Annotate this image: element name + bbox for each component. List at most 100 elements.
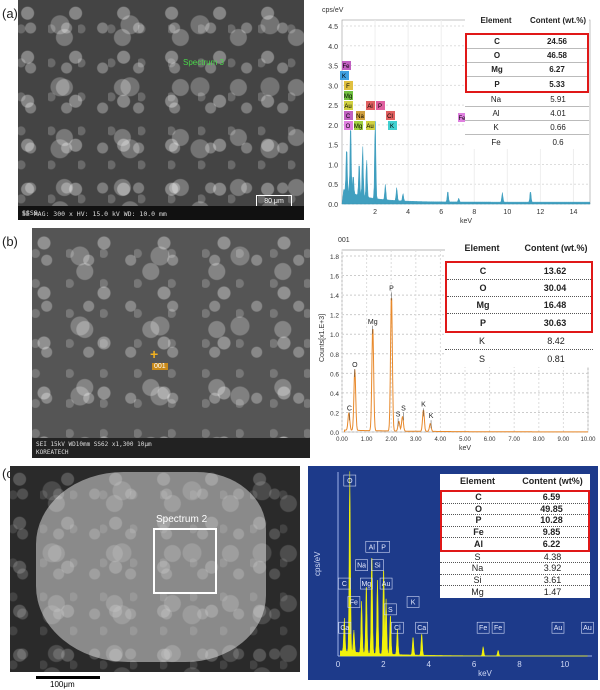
- table-header-b: Element Content (wt.%): [445, 240, 593, 261]
- peak-label: Na: [357, 563, 366, 570]
- table-row: K 8.42: [445, 333, 593, 350]
- y-tick-label: 0.2: [330, 410, 339, 417]
- element-cell: Mg: [491, 65, 503, 74]
- peak-label-box: [371, 559, 384, 571]
- table-row: Na 3.92: [440, 563, 590, 575]
- value-cell: 10.28: [540, 515, 563, 526]
- peak-label: C: [342, 581, 347, 588]
- value-cell: 1.47: [543, 586, 562, 597]
- y-axis-unit: cps/eV: [313, 551, 322, 576]
- x-tick-label: 10: [503, 209, 511, 216]
- y-tick-label: 4.5: [328, 24, 338, 31]
- peak-label: O: [347, 478, 353, 485]
- element-cell: P: [494, 79, 500, 89]
- peak-label: P: [389, 285, 394, 292]
- x-tick-label: 8: [472, 209, 476, 216]
- peak-label: Cl: [394, 625, 401, 632]
- peak-label: K: [411, 599, 416, 606]
- peak-label-box: [476, 621, 490, 634]
- element-cell: Al: [474, 538, 483, 549]
- table-row: P 30.63: [447, 314, 591, 331]
- peak-label-box: [491, 621, 505, 634]
- element-cell: Fe: [491, 137, 501, 147]
- peak-label-box: [384, 603, 397, 616]
- value-cell: 6.22: [542, 538, 561, 549]
- element-cell: K: [478, 336, 485, 346]
- y-tick-label: 2.0: [328, 123, 338, 130]
- peak-label: P: [378, 104, 382, 110]
- scale-bar-c: [36, 676, 100, 679]
- value-cell: 16.48: [543, 300, 567, 310]
- x-tick-label: 4: [426, 660, 431, 669]
- sem-spot-label-c: Spectrum 2: [156, 514, 208, 525]
- composition-table-c: Element Content (wt%) C 6.59 O 49.85 P 10.28 F…: [440, 474, 590, 598]
- peak-label-box: [581, 621, 594, 634]
- table-row: Na 5.91: [465, 93, 589, 107]
- table-row: Mg 6.27: [467, 63, 587, 77]
- element-cell: O: [493, 51, 501, 60]
- peak-label: K: [342, 74, 346, 80]
- peak-label: S: [388, 607, 393, 614]
- value-cell: 3.92: [543, 563, 562, 574]
- peak-label-bg: [344, 121, 353, 130]
- y-tick-label: 0.0: [328, 202, 338, 209]
- element-cell: P: [475, 515, 482, 526]
- spectrum-c: [340, 471, 588, 657]
- element-cell: Fe: [473, 526, 484, 537]
- highlight-box-b: C 13.62 O 30.04 Mg 16.48 P 30.63: [445, 261, 593, 333]
- y-tick-label: 0.5: [328, 182, 338, 189]
- y-tick-label: 0.6: [330, 371, 339, 378]
- peak-label-box: [379, 577, 393, 590]
- peak-label-bg: [344, 101, 353, 110]
- peak-label: K: [429, 413, 434, 420]
- element-cell: Al: [492, 109, 500, 118]
- y-tick-label: 1.0: [328, 162, 338, 169]
- peak-label-bg: [340, 71, 349, 80]
- peak-label: Au: [382, 581, 391, 588]
- peak-label: Mg: [361, 581, 371, 588]
- peak-label-bg: [354, 121, 363, 130]
- header-element: Element: [459, 476, 495, 486]
- sem-spot-marker-b: +: [150, 346, 159, 362]
- peak-label: Ca: [340, 625, 349, 632]
- peak-label-box: [391, 621, 404, 634]
- y-axis-unit: Counts[x1.E+3]: [319, 314, 326, 362]
- element-cell: Na: [471, 563, 484, 574]
- value-cell: 8.42: [547, 336, 565, 346]
- peak-label-box: [355, 559, 368, 571]
- value-cell: 30.04: [543, 283, 567, 293]
- y-tick-label: 0.0: [330, 430, 339, 437]
- peak-label: Au: [583, 625, 592, 632]
- value-cell: 30.63: [543, 317, 567, 328]
- y-tick-label: 1.2: [330, 313, 339, 320]
- header-element: Element: [480, 16, 512, 25]
- x-tick-label: 2: [373, 209, 377, 216]
- sem-brand-b: KOREATECH: [36, 449, 69, 456]
- peak-label: Au: [366, 124, 373, 130]
- sem-footer-a: SSSS: [18, 206, 304, 220]
- table-row: Fe 0.6: [465, 135, 589, 149]
- peak-label: Ca: [417, 625, 426, 632]
- table-row: C 6.59: [442, 492, 588, 504]
- value-cell: 24.56: [546, 37, 568, 46]
- value-cell: 49.85: [540, 503, 563, 514]
- table-row: K 0.66: [465, 121, 589, 135]
- y-tick-label: 4.0: [328, 44, 338, 51]
- sem-footer-text-b: SEI 15kV WD10mm SS62 x1,300 10μm: [36, 441, 152, 448]
- peak-label-bg: [458, 113, 467, 122]
- peak-label-bg: [376, 101, 385, 110]
- x-tick-label: 0: [336, 660, 341, 669]
- table-row: O 49.85: [442, 503, 588, 515]
- peak-label: Al: [369, 544, 376, 551]
- x-axis-unit: keV: [478, 669, 492, 678]
- value-cell: 4.38: [543, 551, 562, 562]
- value-cell: 5.33: [549, 79, 565, 89]
- sem-spot-label-a: Spectrum 3: [183, 58, 224, 67]
- peak-label-bg: [366, 121, 375, 130]
- peak-label: Fe: [350, 599, 358, 606]
- element-cell: Mg: [476, 300, 490, 310]
- peak-label: Fe: [494, 625, 502, 632]
- header-content: Content (wt%): [522, 476, 583, 486]
- table-row: S 0.81: [445, 350, 593, 367]
